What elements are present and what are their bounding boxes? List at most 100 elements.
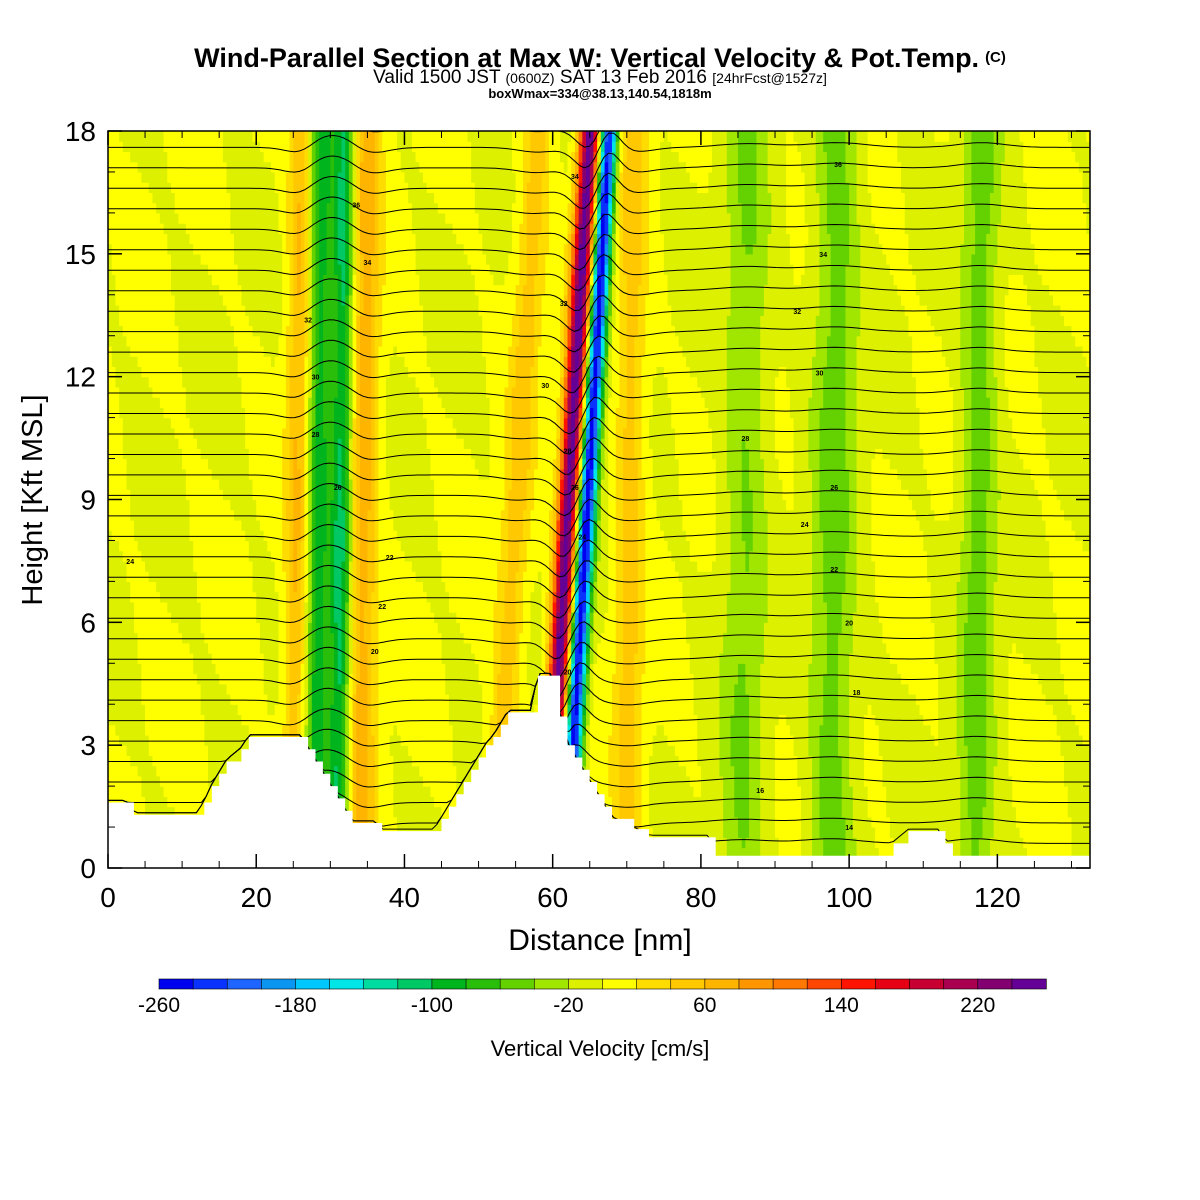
velocity-cell <box>626 796 632 808</box>
velocity-cell <box>749 724 754 736</box>
velocity-cell <box>397 714 402 726</box>
velocity-cell <box>897 806 902 818</box>
velocity-cell <box>615 724 620 736</box>
velocity-cell <box>1004 765 1010 777</box>
velocity-cell <box>293 693 298 705</box>
velocity-cell <box>704 745 709 757</box>
velocity-cell <box>311 693 317 705</box>
velocity-cell <box>1001 765 1006 777</box>
velocity-cell <box>371 745 376 757</box>
velocity-cell <box>174 734 180 746</box>
velocity-cell <box>1067 765 1073 777</box>
velocity-cell <box>1075 755 1080 767</box>
velocity-cell <box>674 693 680 705</box>
velocity-cell <box>152 796 157 808</box>
velocity-cell <box>771 786 776 797</box>
velocity-cell <box>330 673 335 685</box>
velocity-cell <box>975 796 980 808</box>
velocity-cell <box>674 704 680 716</box>
velocity-cell <box>133 734 139 746</box>
velocity-cell <box>159 755 165 767</box>
velocity-cell <box>745 714 750 726</box>
velocity-cell <box>167 683 172 695</box>
velocity-cell <box>159 714 165 726</box>
velocity-cell <box>200 693 205 705</box>
velocity-cell <box>763 704 769 716</box>
velocity-cell <box>878 827 884 838</box>
velocity-cell <box>875 734 880 746</box>
velocity-cell <box>604 734 609 746</box>
velocity-cell <box>656 714 661 726</box>
velocity-cell <box>408 693 413 705</box>
velocity-cell <box>1004 796 1010 808</box>
velocity-cell <box>1086 806 1090 818</box>
velocity-cell <box>1082 796 1087 808</box>
velocity-cell <box>482 714 487 726</box>
velocity-cell <box>734 745 739 757</box>
velocity-cell <box>1001 734 1006 746</box>
velocity-cell <box>771 796 776 808</box>
velocity-cell <box>815 796 821 808</box>
velocity-cell <box>319 734 324 746</box>
velocity-cell <box>1060 693 1065 705</box>
velocity-cell <box>849 714 854 726</box>
velocity-cell <box>1060 765 1065 777</box>
velocity-cell <box>752 796 758 808</box>
velocity-cell <box>901 714 906 726</box>
velocity-cell <box>804 714 809 726</box>
velocity-cell <box>804 847 809 859</box>
velocity-cell <box>775 837 780 849</box>
velocity-cell <box>989 724 995 736</box>
velocity-cell <box>823 765 828 777</box>
velocity-cell <box>174 693 180 705</box>
velocity-cell <box>804 673 809 685</box>
velocity-cell <box>812 775 817 787</box>
velocity-cell <box>760 786 765 797</box>
velocity-cell <box>133 714 139 726</box>
velocity-cell <box>626 765 632 777</box>
velocity-cell <box>863 786 869 797</box>
velocity-cell <box>122 683 128 695</box>
velocity-cell <box>337 786 343 797</box>
velocity-cell <box>1012 745 1017 757</box>
velocity-cell <box>208 775 213 787</box>
velocity-cell <box>782 765 787 777</box>
velocity-cell <box>182 755 187 767</box>
velocity-cell <box>838 724 843 736</box>
velocity-cell <box>989 816 995 828</box>
velocity-cell <box>945 816 950 828</box>
velocity-cell <box>812 724 817 736</box>
velocity-cell <box>912 734 917 746</box>
velocity-cell <box>426 806 431 818</box>
velocity-cell <box>804 724 809 736</box>
velocity-cell <box>849 693 854 705</box>
velocity-cell <box>623 734 628 746</box>
velocity-cell <box>441 683 446 695</box>
velocity-cell <box>645 786 650 797</box>
velocity-cell <box>793 796 798 808</box>
velocity-cell <box>359 816 365 828</box>
velocity-cell <box>763 775 769 787</box>
velocity-cell <box>637 816 643 828</box>
velocity-cell <box>971 816 976 828</box>
velocity-cell <box>460 673 465 685</box>
velocity-cell <box>812 786 817 797</box>
velocity-cell <box>608 755 613 767</box>
velocity-cell <box>1019 806 1024 818</box>
velocity-cell <box>159 775 165 787</box>
velocity-cell <box>682 786 687 797</box>
velocity-cell <box>222 745 228 757</box>
velocity-cell <box>778 714 784 726</box>
velocity-cell <box>964 806 969 818</box>
velocity-cell <box>137 724 142 736</box>
velocity-cell <box>430 693 435 705</box>
velocity-cell <box>815 837 821 849</box>
velocity-cell <box>819 827 824 838</box>
velocity-cell <box>397 683 402 695</box>
velocity-cell <box>111 693 117 705</box>
velocity-cell <box>267 673 272 685</box>
velocity-cell <box>411 755 417 767</box>
velocity-cell <box>674 765 680 777</box>
velocity-cell <box>311 704 317 716</box>
velocity-cell <box>749 806 754 818</box>
